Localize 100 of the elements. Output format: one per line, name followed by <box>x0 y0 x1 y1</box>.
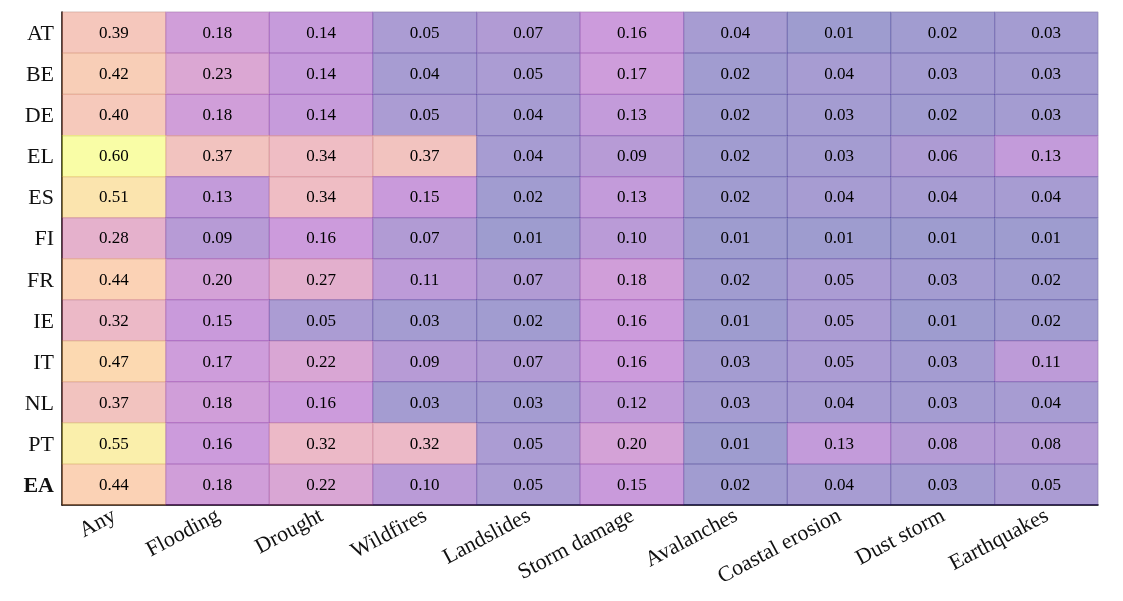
data-label: 0.10 <box>409 474 440 494</box>
data-label: 0.03 <box>824 105 854 125</box>
data-label: 0.11 <box>410 269 440 289</box>
data-label: 0.27 <box>306 269 337 289</box>
data-label: 0.07 <box>513 351 544 371</box>
data-label: 0.03 <box>1031 105 1062 125</box>
data-label: 0.03 <box>720 351 751 371</box>
data-label: 0.05 <box>824 351 854 371</box>
data-label: 0.10 <box>616 228 647 248</box>
data-label: 0.03 <box>1031 23 1062 43</box>
data-label: 0.03 <box>824 146 854 166</box>
data-label: 0.32 <box>409 433 440 453</box>
data-label: 0.02 <box>720 187 751 207</box>
y-tick-label: NL <box>24 389 54 415</box>
x-tick-label: Any <box>74 501 120 542</box>
y-tick-label: BE <box>25 61 54 87</box>
data-label: 0.02 <box>927 105 958 125</box>
data-label: 0.05 <box>409 105 440 125</box>
data-label: 0.06 <box>927 146 958 166</box>
data-label: 0.13 <box>616 187 647 207</box>
data-label: 0.01 <box>1031 228 1062 248</box>
data-label: 0.02 <box>1031 310 1062 330</box>
data-label: 0.44 <box>98 269 130 289</box>
data-label: 0.15 <box>616 474 647 494</box>
data-label: 0.01 <box>720 310 751 330</box>
data-label: 0.20 <box>616 433 647 453</box>
data-label: 0.34 <box>306 187 337 207</box>
data-label: 0.16 <box>306 228 336 248</box>
data-label: 0.16 <box>616 351 647 371</box>
data-label: 0.18 <box>202 23 233 43</box>
data-label: 0.05 <box>1031 474 1062 494</box>
data-label: 0.05 <box>306 310 336 330</box>
data-label: 0.13 <box>1031 146 1062 166</box>
data-label: 0.07 <box>409 228 440 248</box>
data-label: 0.04 <box>927 187 958 207</box>
data-label: 0.16 <box>306 392 336 412</box>
data-label: 0.05 <box>409 23 440 43</box>
data-label: 0.32 <box>98 310 129 330</box>
data-label: 0.13 <box>202 187 233 207</box>
data-label: 0.28 <box>98 228 129 248</box>
data-label: 0.04 <box>1031 392 1062 412</box>
data-label: 0.22 <box>306 351 336 371</box>
data-label: 0.18 <box>616 269 647 289</box>
y-tick-label: IT <box>33 348 55 374</box>
y-tick-label: PT <box>28 430 55 456</box>
y-tick-label: FR <box>27 266 55 292</box>
y-tick-label: FI <box>34 225 54 251</box>
data-label: 0.05 <box>824 310 854 330</box>
data-label: 0.15 <box>409 187 440 207</box>
data-label: 0.04 <box>824 187 855 207</box>
y-tick-label: EL <box>27 143 54 169</box>
data-label: 0.09 <box>616 146 647 166</box>
x-tick-label: Dust storm <box>850 501 949 570</box>
data-label: 0.37 <box>202 146 233 166</box>
data-label: 0.03 <box>409 392 440 412</box>
data-label: 0.02 <box>720 474 751 494</box>
data-label: 0.03 <box>927 392 958 412</box>
data-label: 0.23 <box>202 64 233 84</box>
data-label: 0.04 <box>824 474 855 494</box>
data-label: 0.01 <box>927 310 958 330</box>
data-label: 0.02 <box>720 105 751 125</box>
data-label: 0.03 <box>927 351 958 371</box>
y-tick-label: IE <box>33 307 54 333</box>
data-label: 0.20 <box>202 269 233 289</box>
data-label: 0.01 <box>513 228 544 248</box>
data-label: 0.02 <box>927 23 958 43</box>
data-label: 0.40 <box>98 105 129 125</box>
data-label: 0.16 <box>616 310 647 330</box>
y-tick-label: ES <box>28 184 54 210</box>
data-label: 0.09 <box>409 351 440 371</box>
data-label: 0.42 <box>98 64 129 84</box>
data-label: 0.37 <box>98 392 130 412</box>
data-label: 0.09 <box>202 228 233 248</box>
data-label: 0.14 <box>306 23 337 43</box>
data-label: 0.44 <box>98 474 130 494</box>
data-label: 0.13 <box>824 433 854 453</box>
data-label: 0.18 <box>202 105 233 125</box>
data-label: 0.01 <box>824 228 854 248</box>
data-label: 0.05 <box>824 269 854 289</box>
data-label: 0.01 <box>720 228 751 248</box>
data-label: 0.39 <box>98 23 129 43</box>
data-label: 0.05 <box>513 64 544 84</box>
data-label: 0.11 <box>1031 351 1061 371</box>
data-label: 0.18 <box>202 392 233 412</box>
data-label: 0.03 <box>927 269 958 289</box>
data-label: 0.02 <box>720 146 751 166</box>
data-label: 0.04 <box>513 146 544 166</box>
data-label: 0.05 <box>513 433 544 453</box>
data-label: 0.14 <box>306 64 337 84</box>
data-label: 0.17 <box>202 351 233 371</box>
data-label: 0.03 <box>1031 64 1062 84</box>
data-label: 0.13 <box>616 105 647 125</box>
data-label: 0.02 <box>720 64 751 84</box>
data-label: 0.05 <box>513 474 544 494</box>
data-label: 0.03 <box>927 474 958 494</box>
y-tick-label: DE <box>24 102 54 128</box>
y-tick-label: EA <box>23 471 55 497</box>
data-label: 0.04 <box>720 23 751 43</box>
data-label: 0.07 <box>513 269 544 289</box>
data-label: 0.60 <box>98 146 129 166</box>
